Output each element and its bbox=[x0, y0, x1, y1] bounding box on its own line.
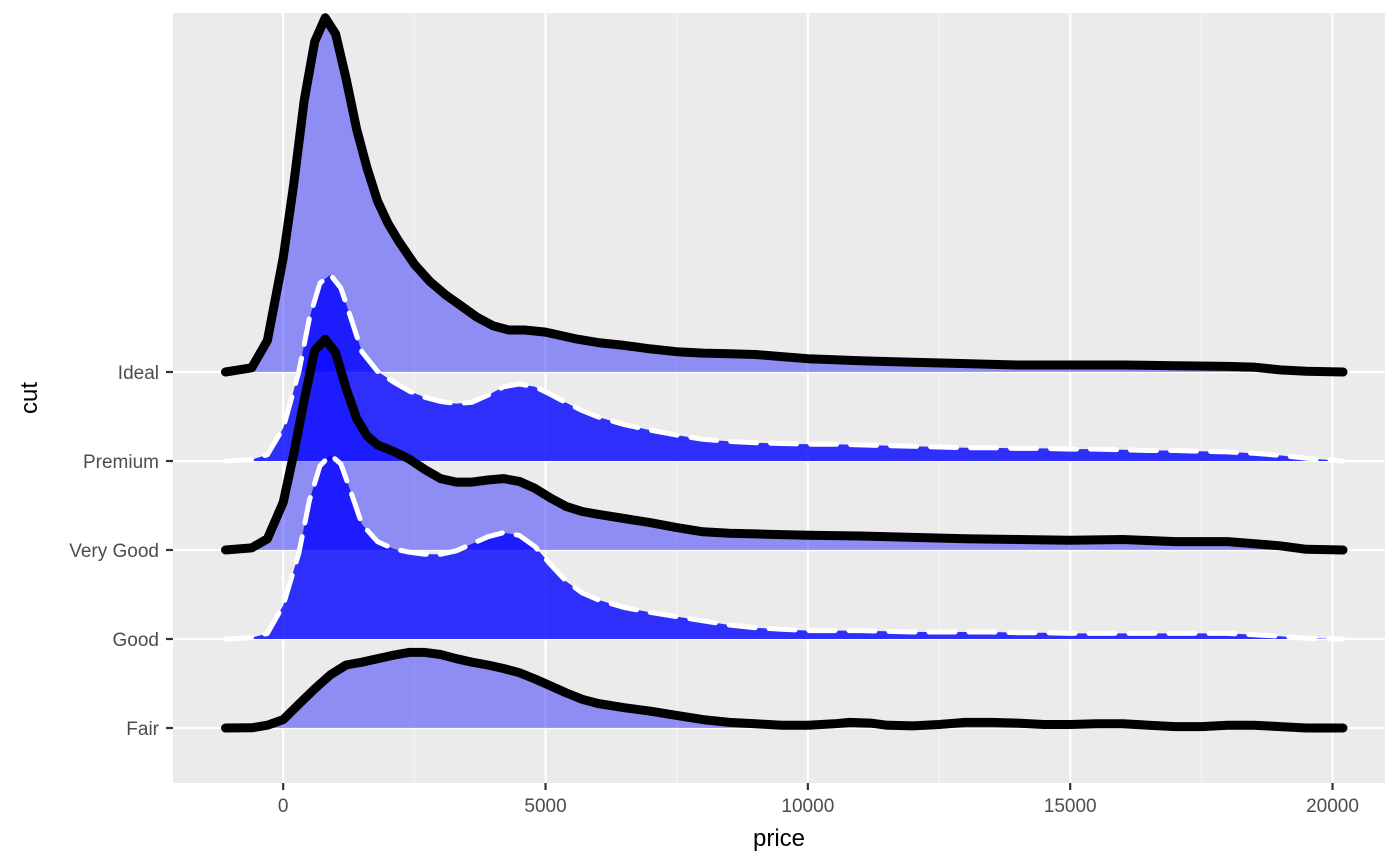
x-tick-label: 0 bbox=[278, 796, 289, 817]
y-tick-label-premium: Premium bbox=[83, 452, 159, 473]
x-tick-label: 20000 bbox=[1306, 796, 1359, 817]
ridge-good bbox=[223, 452, 1346, 642]
y-tick-label-ideal: Ideal bbox=[118, 363, 159, 384]
ridge-premium bbox=[223, 272, 1346, 464]
x-axis: 0 5000 10000 15000 20000 bbox=[278, 783, 1359, 817]
x-tick-label: 10000 bbox=[781, 796, 834, 817]
ridge-very-good bbox=[221, 334, 1348, 555]
x-tick-label: 5000 bbox=[524, 796, 566, 817]
y-tick-label-good: Good bbox=[113, 630, 159, 651]
y-axis-title: cut bbox=[16, 382, 43, 414]
density-ridges bbox=[221, 13, 1348, 733]
ridge-line-ideal bbox=[221, 13, 1348, 377]
ridge-line-premium bbox=[223, 272, 1346, 464]
x-axis-title: price bbox=[753, 825, 805, 852]
ridge-line-good bbox=[223, 452, 1346, 642]
ridge-line-very-good bbox=[221, 334, 1348, 555]
y-tick-label-very-good: Very Good bbox=[69, 541, 159, 562]
ridge-area-good bbox=[225, 454, 1343, 639]
ridge-area-premium bbox=[225, 274, 1343, 461]
ridge-line-fair bbox=[221, 647, 1348, 733]
x-tick-label: 15000 bbox=[1044, 796, 1097, 817]
y-tick-label-fair: Fair bbox=[126, 719, 159, 740]
ridge-fair bbox=[221, 647, 1348, 733]
y-axis: Fair Good Very Good Premium Ideal bbox=[69, 363, 173, 740]
ridge-area-very-good bbox=[225, 339, 1343, 550]
